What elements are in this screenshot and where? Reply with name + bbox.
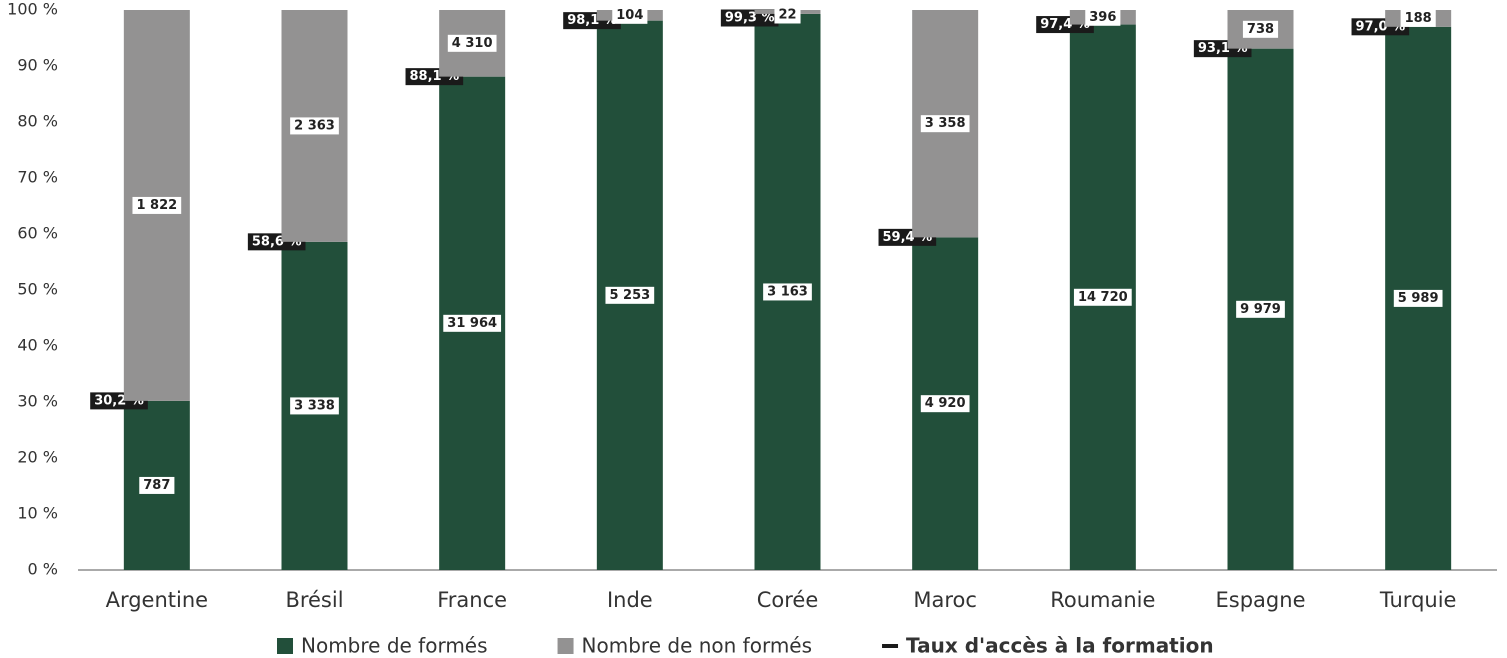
count-label: 31 964 — [447, 316, 497, 331]
x-tick-label: Brésil — [285, 588, 343, 612]
y-tick-label: 40 % — [17, 336, 58, 355]
count-label: 5 989 — [1393, 289, 1443, 307]
count-label-box — [612, 6, 648, 24]
count-label: 9 979 — [1240, 302, 1281, 317]
count-label-box — [763, 283, 812, 301]
count-label: 5 989 — [1398, 291, 1439, 306]
count-label: 738 — [1242, 20, 1279, 38]
count-label: 787 — [143, 478, 170, 493]
rate-label: 99,3 % — [725, 11, 775, 26]
y-tick-label: 70 % — [17, 168, 58, 187]
count-label-box — [1236, 300, 1285, 318]
count-label: 5 253 — [609, 288, 650, 303]
count-label: 787 — [139, 476, 175, 494]
count-label-box — [920, 395, 970, 413]
y-tick-label: 20 % — [17, 448, 58, 467]
legend-label: Nombre de formés — [301, 634, 488, 658]
count-label-box — [774, 6, 801, 24]
count-label: 188 — [1405, 11, 1432, 26]
x-tick-label: Argentine — [106, 588, 209, 612]
count-label-box — [1393, 289, 1443, 307]
count-label-box — [1073, 288, 1132, 306]
count-label: 22 — [778, 8, 796, 23]
count-label: 14 720 — [1078, 290, 1128, 305]
count-label: 3 358 — [925, 116, 966, 131]
count-label: 3 338 — [294, 398, 335, 413]
y-tick-label: 50 % — [17, 280, 58, 299]
legend-label: Taux d'accès à la formation — [906, 634, 1214, 658]
count-label: 31 964 — [443, 314, 502, 332]
count-label: 1 822 — [132, 196, 182, 214]
count-label: 738 — [1247, 22, 1274, 37]
count-label: 3 163 — [767, 284, 808, 299]
y-tick-label: 0 % — [28, 560, 58, 579]
x-tick-label: Espagne — [1216, 588, 1306, 612]
x-tick-label: France — [437, 588, 507, 612]
count-label: 4 310 — [447, 34, 497, 52]
count-label: 3 358 — [920, 115, 970, 133]
count-label-box — [920, 115, 970, 133]
count-label-box — [132, 196, 182, 214]
legend-swatch — [882, 644, 899, 648]
count-label-box — [443, 314, 502, 332]
legend-swatch — [557, 638, 574, 654]
count-label: 396 — [1085, 8, 1121, 26]
x-tick-label: Inde — [607, 588, 653, 612]
count-label: 4 310 — [452, 36, 493, 51]
count-label: 3 338 — [290, 397, 339, 415]
count-label-box — [1400, 9, 1436, 27]
count-label: 1 822 — [136, 198, 177, 213]
y-tick-label: 100 % — [7, 0, 58, 19]
y-tick-label: 90 % — [17, 56, 58, 75]
count-label: 22 — [774, 6, 801, 24]
y-tick-label: 10 % — [17, 504, 58, 523]
count-label-box — [447, 34, 497, 52]
count-label: 5 253 — [605, 286, 655, 304]
count-label: 104 — [616, 8, 643, 23]
count-label-box — [290, 117, 339, 135]
y-tick-label: 30 % — [17, 392, 58, 411]
count-label: 3 163 — [763, 283, 812, 301]
count-label: 14 720 — [1073, 288, 1132, 306]
count-label: 396 — [1089, 10, 1116, 25]
y-tick-label: 80 % — [17, 112, 58, 131]
count-label: 188 — [1400, 9, 1436, 27]
count-label: 4 920 — [925, 396, 966, 411]
count-label: 104 — [612, 6, 648, 24]
count-label: 2 363 — [294, 118, 335, 133]
count-label-box — [290, 397, 339, 415]
x-tick-label: Turquie — [1379, 588, 1457, 612]
count-label: 4 920 — [920, 395, 970, 413]
x-tick-label: Corée — [757, 588, 819, 612]
x-tick-label: Maroc — [913, 588, 977, 612]
count-label: 9 979 — [1236, 300, 1285, 318]
x-tick-label: Roumanie — [1050, 588, 1155, 612]
y-tick-label: 60 % — [17, 224, 58, 243]
count-label-box — [1242, 20, 1279, 38]
count-label-box — [139, 476, 175, 494]
count-label-box — [1085, 8, 1121, 26]
legend-label: Nombre de non formés — [582, 634, 812, 658]
count-label-box — [605, 286, 655, 304]
legend-swatch — [277, 638, 293, 654]
count-label: 2 363 — [290, 117, 339, 135]
